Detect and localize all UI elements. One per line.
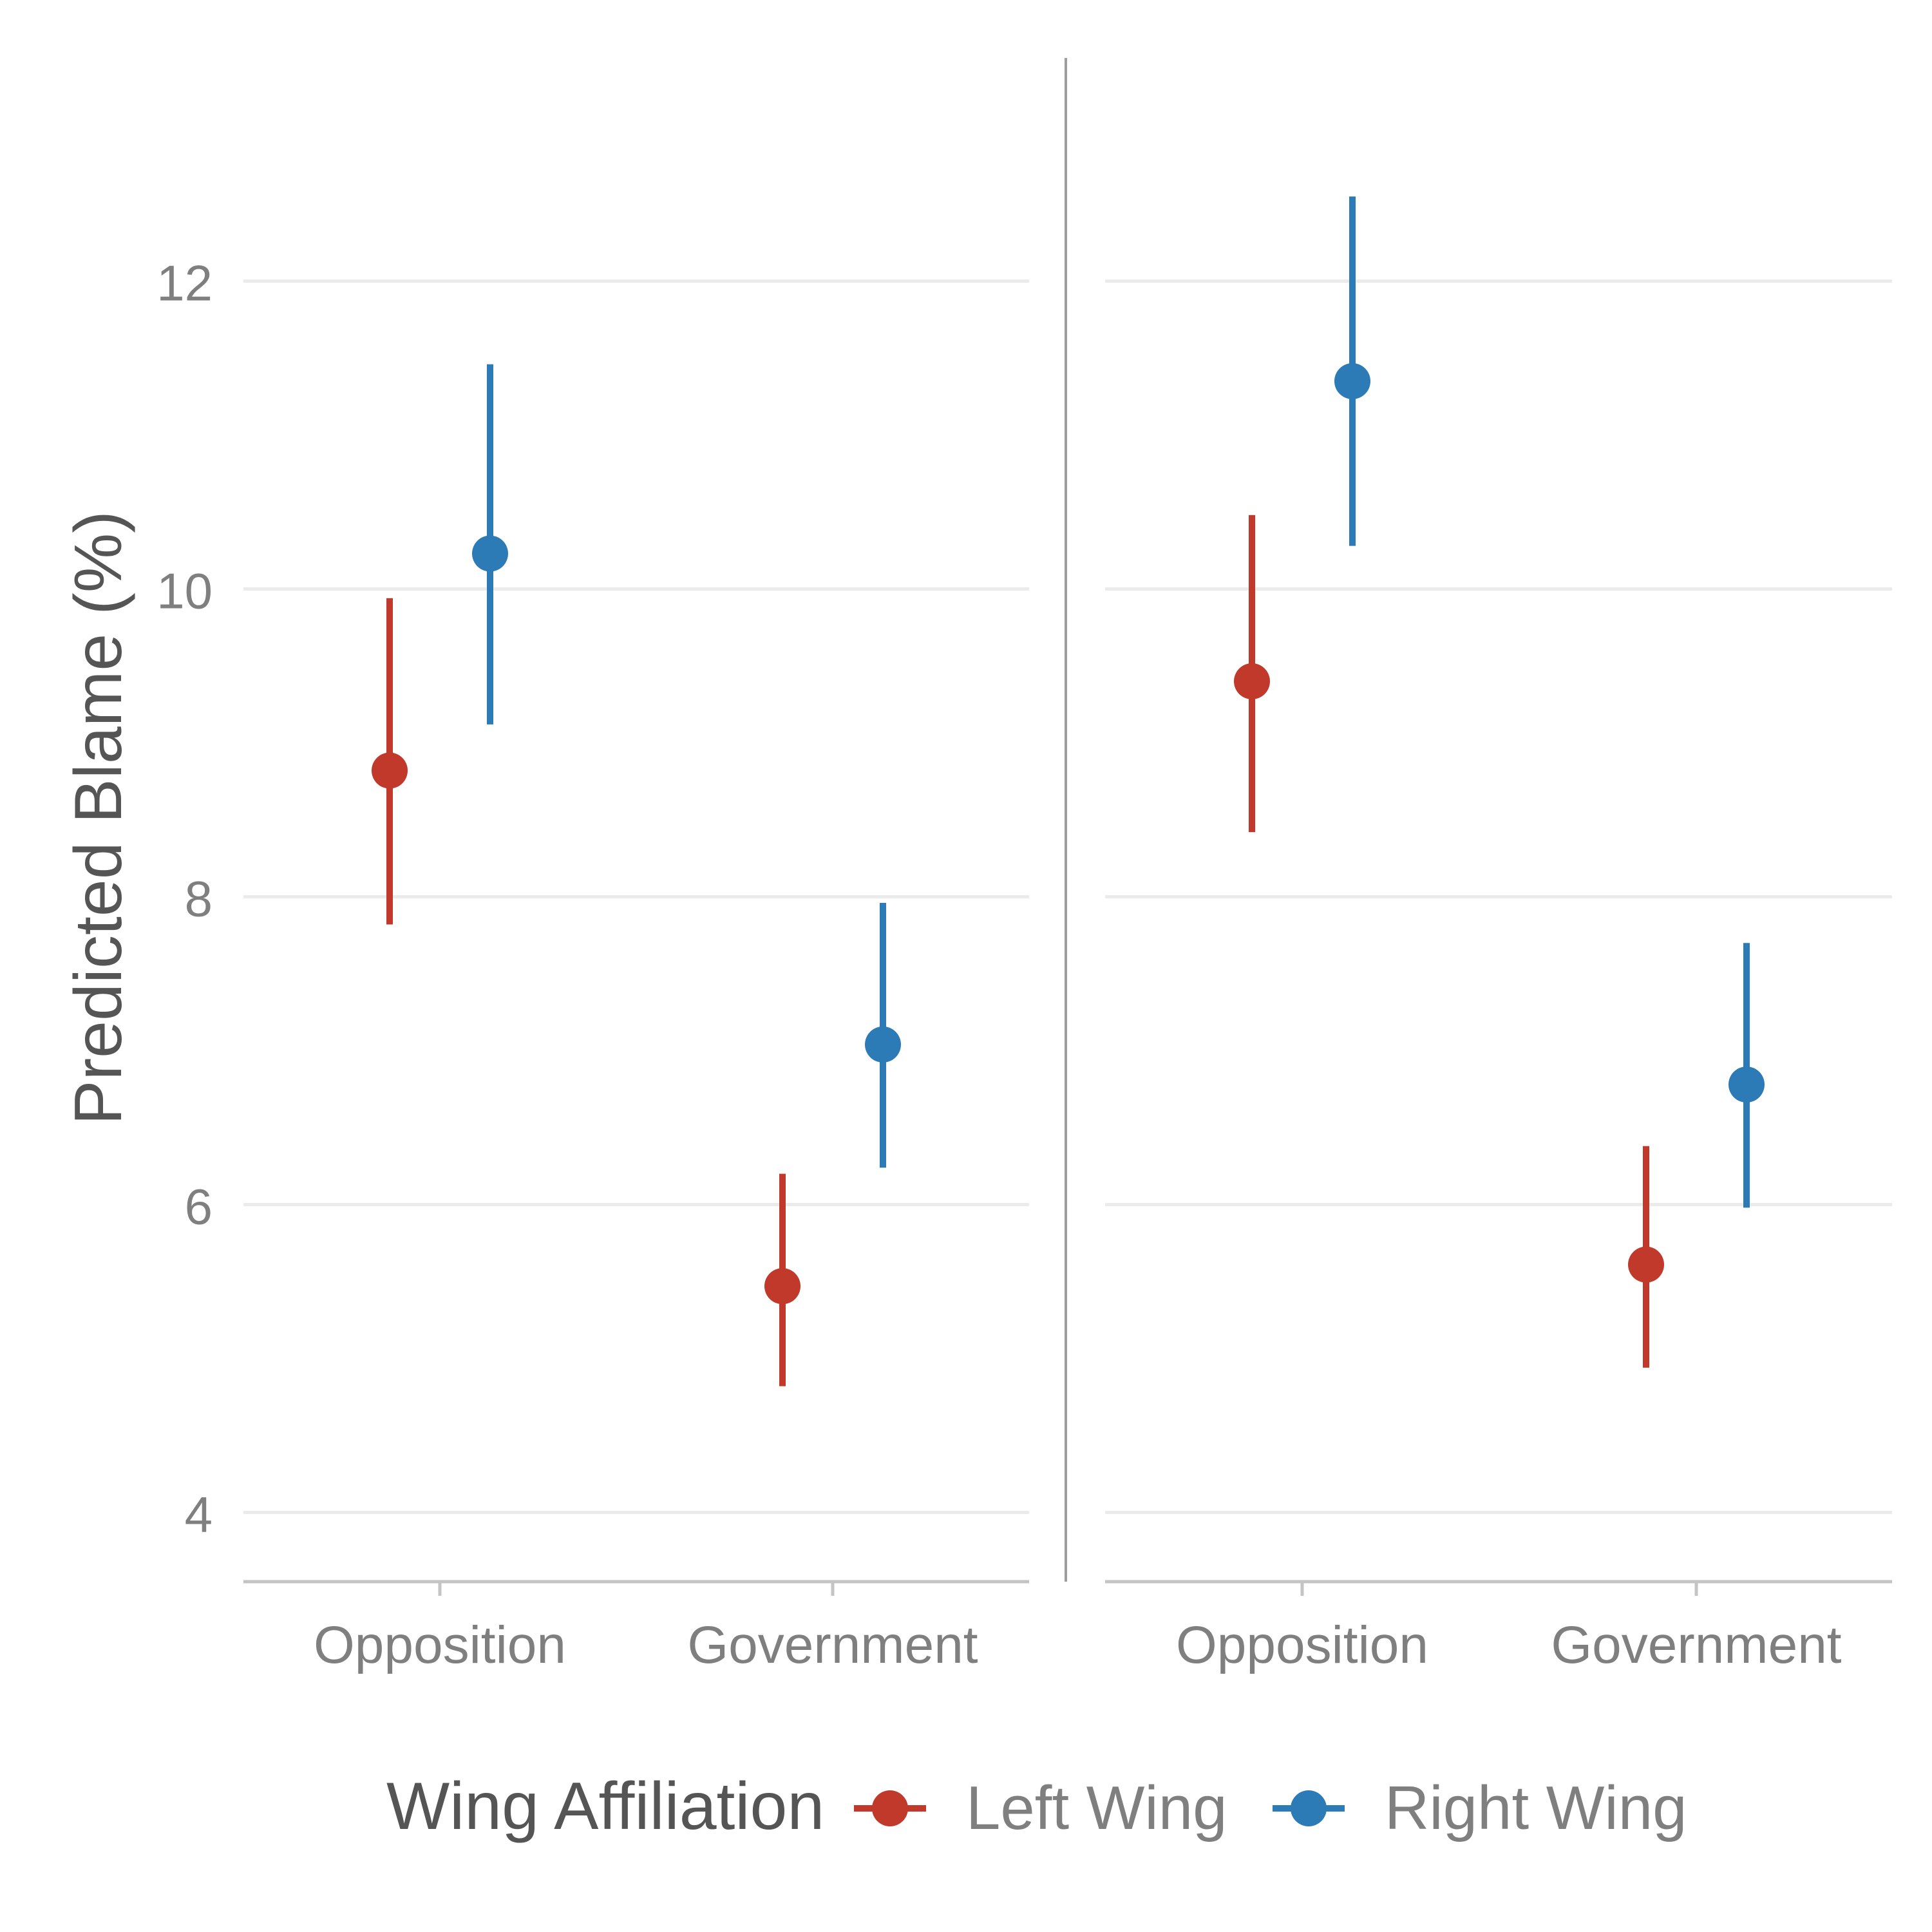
facet-panel-1: Opposition Government [243,279,1029,1674]
x-tick-label: Opposition [1176,1616,1428,1674]
y-tick-label: 4 [185,1486,213,1542]
legend-label: Right Wing [1385,1774,1687,1842]
x-tick-label: Opposition [314,1616,566,1674]
y-axis: 4 6 8 10 12 [156,255,213,1543]
data-point [372,752,408,789]
y-tick-label: 12 [156,255,213,312]
y-tick-label: 6 [185,1178,213,1235]
legend-title: Wing Affiliation [386,1769,824,1844]
x-tick-label: Government [1551,1616,1841,1674]
y-axis-label: Predicted Blame (%) [61,511,136,1125]
legend-key-point [1291,1790,1327,1826]
facet-panel-2: Opposition Government [1105,196,1892,1674]
data-point [865,1026,901,1063]
data-point [1728,1066,1765,1103]
data-point [764,1268,800,1305]
facets: Opposition Government Opposition Government [243,196,1892,1674]
data-point [472,535,508,572]
legend: Wing Affiliation Left Wing Right Wing [386,1769,1687,1844]
data-point [1334,363,1370,399]
data-point [1628,1246,1664,1283]
legend-label: Left Wing [966,1774,1227,1842]
data-point [1234,663,1270,699]
x-tick-label: Government [687,1616,978,1674]
legend-item: Right Wing [1273,1774,1687,1842]
legend-key-point [872,1790,908,1826]
y-tick-label: 10 [156,563,213,620]
legend-item: Left Wing [854,1774,1227,1842]
y-tick-label: 8 [185,870,213,927]
